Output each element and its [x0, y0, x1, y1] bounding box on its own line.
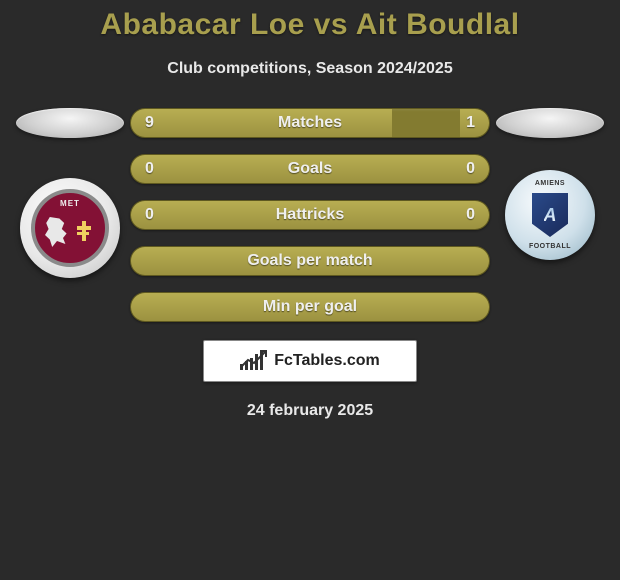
stat-bar: Min per goal	[130, 292, 490, 322]
page-title: Ababacar Loe vs Ait Boudlal	[0, 8, 620, 42]
dragon-icon	[45, 217, 69, 247]
date-label: 24 february 2025	[247, 402, 373, 420]
stats-bars: 91Matches 00Goals 00Hattricks Goals per mat…	[130, 108, 490, 322]
club-badge-right: AMIENS A FOOTBALL	[505, 170, 595, 260]
player-right-ellipse	[496, 108, 604, 138]
player-left-ellipse	[16, 108, 124, 138]
club-right-bottom: FOOTBALL	[529, 243, 571, 250]
stat-label: Min per goal	[131, 298, 489, 316]
club-right-letter: A	[544, 205, 557, 226]
stat-label: Goals per match	[131, 252, 489, 270]
stat-label: Hattricks	[131, 206, 489, 224]
subtitle: Club competitions, Season 2024/2025	[0, 60, 620, 78]
source-logo-text: FcTables.com	[274, 352, 380, 370]
stat-label: Goals	[131, 160, 489, 178]
shield-icon: A	[532, 193, 568, 237]
cross-icon	[77, 221, 91, 241]
club-left-short: MET	[60, 199, 80, 208]
main-area: MET 91Matches 00Goals 00Hattricks Goals per…	[0, 108, 620, 322]
stat-bar: 00Hattricks	[130, 200, 490, 230]
source-logo: FcTables.com	[203, 340, 417, 382]
logo-arrow-icon	[240, 348, 268, 370]
stat-label: Matches	[131, 114, 489, 132]
stat-bar: 91Matches	[130, 108, 490, 138]
stat-bar: 00Goals	[130, 154, 490, 184]
footer: FcTables.com 24 february 2025	[0, 340, 620, 420]
club-badge-left: MET	[20, 178, 120, 278]
comparison-infographic: Ababacar Loe vs Ait Boudlal Club competi…	[0, 0, 620, 420]
player-right-column: AMIENS A FOOTBALL	[490, 108, 610, 260]
club-badge-left-inner: MET	[31, 189, 109, 267]
player-left-column: MET	[10, 108, 130, 278]
club-right-top: AMIENS	[535, 180, 565, 187]
stat-bar: Goals per match	[130, 246, 490, 276]
